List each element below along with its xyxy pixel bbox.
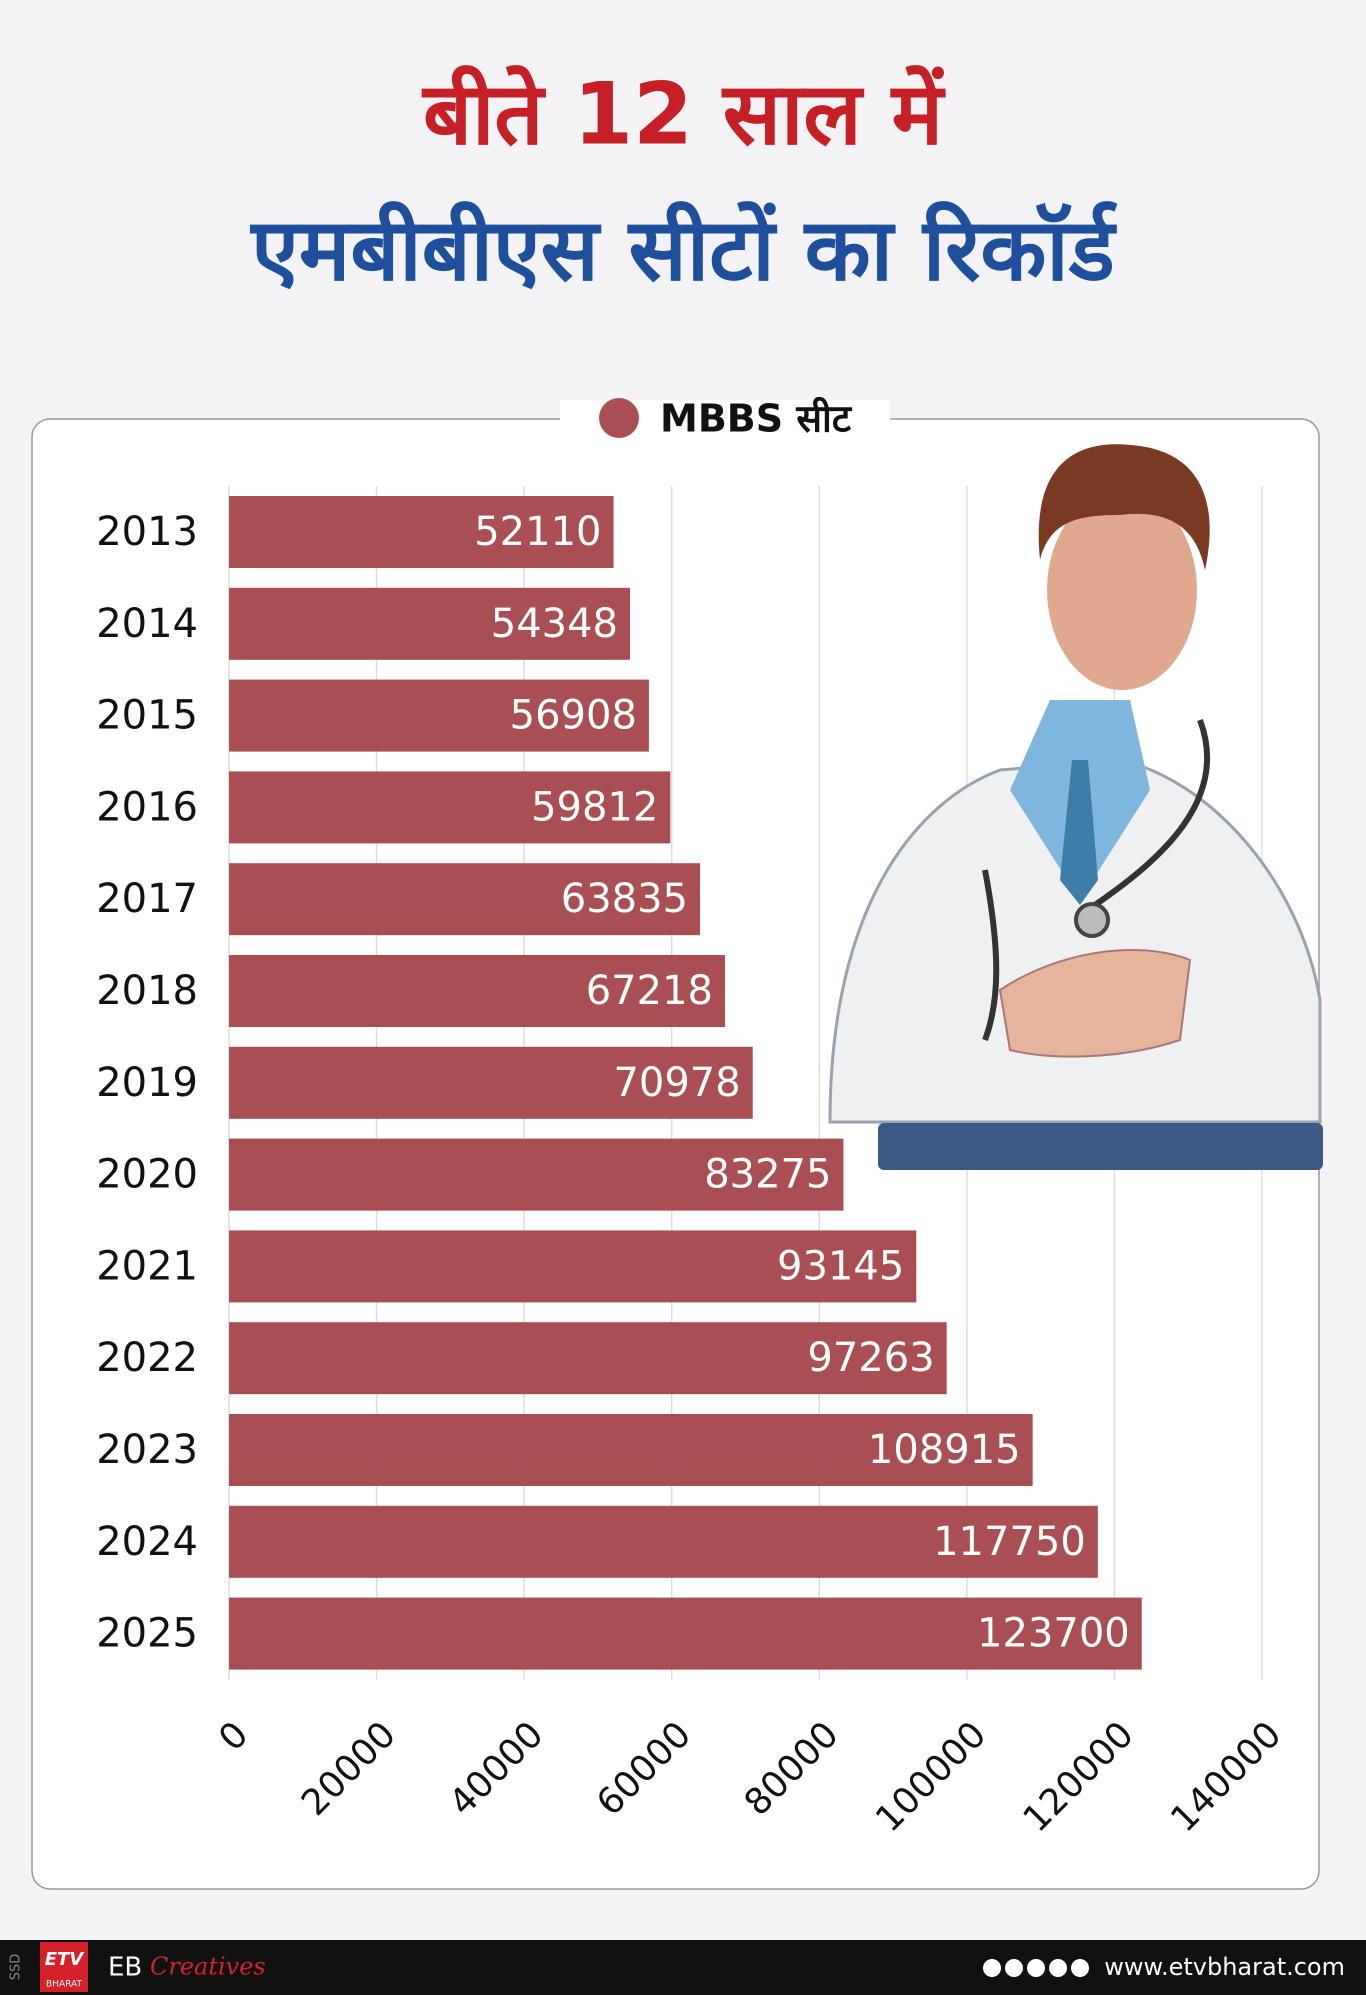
bar — [229, 1322, 947, 1395]
value-label: 63835 — [561, 876, 688, 922]
y-tick-label: 2015 — [96, 693, 198, 739]
footer-logo: ETV — [45, 1949, 86, 1970]
bar — [229, 679, 649, 752]
y-tick-label: 2017 — [96, 876, 198, 922]
bar — [229, 1597, 1142, 1670]
doctor-illustration — [828, 444, 1322, 1124]
bar — [229, 771, 671, 844]
y-tick-label: 2021 — [96, 1243, 198, 1289]
y-tick-label: 2016 — [96, 784, 198, 830]
social-icons — [983, 1959, 1089, 1977]
bar — [229, 1046, 753, 1119]
y-tick-label: 2013 — [96, 509, 198, 555]
bar — [229, 863, 701, 936]
y-tick-label: 2020 — [96, 1152, 198, 1198]
logo-box — [40, 1942, 88, 1992]
bar — [229, 496, 614, 568]
bars: 52110 54348 56908 59812 63835 67218 70978 83275… — [229, 496, 1142, 1670]
value-label: 56908 — [510, 693, 637, 739]
y-axis: 2013 2014 2015 2016 2017 2018 2019 2020 2021 2022… — [96, 509, 198, 1657]
footer-brand-script: Creatives — [150, 1953, 266, 1981]
value-label: 70978 — [613, 1060, 740, 1106]
legend-label: MBBS सीट — [660, 397, 853, 441]
title: बीते 12 साल में — [421, 64, 946, 164]
legend-swatch — [599, 398, 639, 438]
bar — [229, 1414, 1033, 1486]
value-label: 67218 — [586, 968, 713, 1014]
value-label: 52110 — [474, 509, 601, 555]
bar — [229, 1505, 1098, 1578]
footer-bar — [0, 1940, 1366, 1995]
value-label: 59812 — [531, 784, 658, 830]
y-tick-label: 2025 — [96, 1611, 198, 1657]
value-label: 83275 — [704, 1152, 831, 1198]
value-label: 117750 — [933, 1519, 1086, 1565]
y-tick-label: 2024 — [96, 1519, 198, 1565]
y-tick-label: 2018 — [96, 968, 198, 1014]
footer-brand: EB — [108, 1953, 142, 1983]
y-tick-label: 2023 — [96, 1427, 198, 1473]
footer-logo-sub: BHARAT — [46, 1980, 82, 1990]
value-label: 93145 — [777, 1243, 904, 1289]
bar — [229, 587, 631, 660]
banner-bar — [878, 1123, 1323, 1170]
subtitle: एमबीबीएस सीटों का रिकॉर्ड — [249, 200, 1117, 300]
value-label: 108915 — [868, 1427, 1021, 1473]
value-label: 123700 — [977, 1611, 1130, 1657]
footer-side: SSD — [9, 1954, 24, 1981]
bar — [229, 955, 725, 1027]
y-tick-label: 2014 — [96, 601, 198, 647]
footer-site: www.etvbharat.com — [1104, 1953, 1345, 1981]
bar — [229, 1230, 917, 1303]
value-label: 97263 — [807, 1335, 934, 1381]
bar — [229, 1138, 844, 1211]
y-tick-label: 2022 — [96, 1335, 198, 1381]
y-tick-label: 2019 — [96, 1060, 198, 1106]
value-label: 54348 — [491, 601, 618, 647]
